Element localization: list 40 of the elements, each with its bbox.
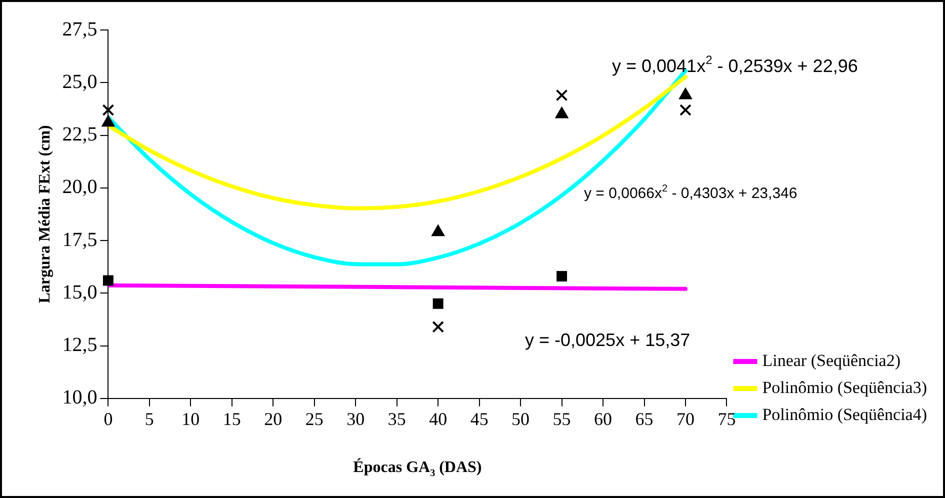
x-tick-label: 60	[594, 408, 612, 429]
y-tick-label: 22,5	[62, 124, 98, 146]
y-axis-title: Largura Média FExt (cm)	[36, 125, 54, 304]
y-tick-label: 10,0	[62, 386, 98, 409]
x-tick-label: 20	[264, 408, 282, 429]
y-tick-label: 27,5	[62, 18, 98, 40]
x-tick-label: 55	[552, 408, 571, 429]
point	[679, 88, 692, 100]
legend-label: Linear (Seqüência2)	[762, 350, 901, 370]
x-tick-label: 70	[676, 408, 694, 429]
x-tick-label: 65	[635, 408, 654, 429]
point	[102, 116, 114, 127]
x-tick-label: 25	[305, 408, 324, 429]
x-tick-label: 10	[182, 408, 200, 429]
y-tick-label: 12,5	[62, 334, 98, 356]
point	[556, 107, 568, 118]
point	[556, 89, 568, 102]
legend-label: Polinômio (Seqüência3)	[762, 378, 927, 397]
legend-label: Polinômio (Seqüência4)	[762, 404, 927, 424]
x-tick-label: 50	[512, 408, 530, 429]
x-tick-label: 0	[104, 408, 113, 429]
x-tick-label: 5	[144, 408, 154, 429]
point	[680, 104, 692, 116]
x-tick-label: 75	[718, 408, 736, 429]
x-tick-label: 40	[429, 408, 448, 429]
y-tick-label: 20,0	[62, 176, 98, 198]
point	[432, 320, 444, 333]
y-tick-label: 25,0	[62, 70, 98, 93]
x-tick-label: 15	[222, 408, 241, 429]
annotation: y = -0,0025x + 15,37	[525, 330, 690, 350]
point	[432, 225, 444, 236]
y-tick-label: 17,5	[62, 228, 98, 251]
point	[102, 275, 114, 286]
point	[432, 298, 444, 309]
x-tick-label: 35	[388, 408, 406, 429]
x-tick-label: 30	[346, 408, 365, 429]
x-tick-label: 45	[470, 408, 488, 429]
point	[102, 104, 114, 116]
y-tick-label: 15,0	[62, 281, 98, 304]
point	[556, 271, 568, 282]
